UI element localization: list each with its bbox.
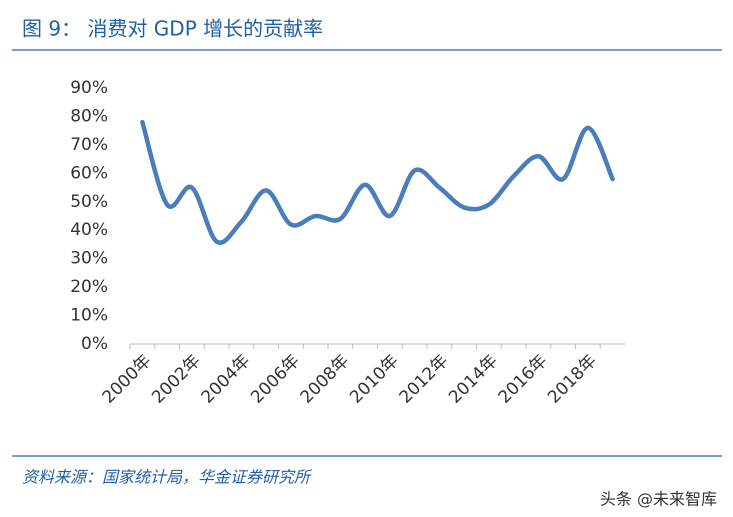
watermark: 头条 @未来智库 xyxy=(600,490,717,509)
x-tick-label: 2002年 xyxy=(148,351,205,408)
chart-title: 图 9： 消费对 GDP 增长的贡献率 xyxy=(22,17,323,41)
y-tick-label: 40% xyxy=(70,220,108,240)
x-tick-label: 2018年 xyxy=(544,351,601,408)
y-tick-label: 30% xyxy=(70,249,108,269)
y-tick-label: 10% xyxy=(70,306,108,326)
y-tick-label: 20% xyxy=(70,277,108,297)
y-tick-label: 70% xyxy=(70,135,108,155)
y-tick-label: 50% xyxy=(70,192,108,212)
x-tick-label: 2006年 xyxy=(247,351,304,408)
y-tick-label: 60% xyxy=(70,163,108,183)
y-tick-label: 0% xyxy=(81,334,108,354)
x-tick-label: 2000年 xyxy=(99,351,156,408)
x-tick-label: 2010年 xyxy=(346,351,403,408)
y-tick-label: 80% xyxy=(70,106,108,126)
x-tick-label: 2012年 xyxy=(396,351,453,408)
x-tick-label: 2016年 xyxy=(495,351,552,408)
source-note: 资料来源：国家统计局，华金证券研究所 xyxy=(22,468,313,487)
data-line xyxy=(140,119,615,245)
x-tick-label: 2008年 xyxy=(297,351,354,408)
x-tick-label: 2014年 xyxy=(445,351,502,408)
x-tick-label: 2004年 xyxy=(198,351,255,408)
y-tick-label: 90% xyxy=(70,78,108,98)
